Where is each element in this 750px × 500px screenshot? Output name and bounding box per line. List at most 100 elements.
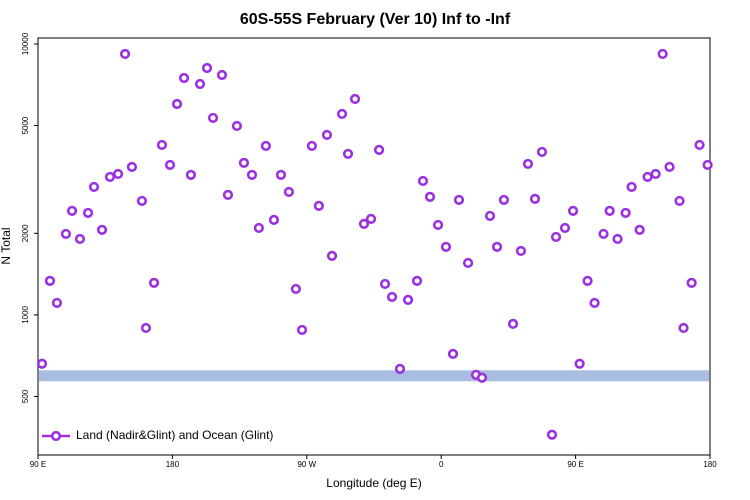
data-point — [342, 148, 354, 160]
x-tick-label: 0 — [439, 460, 444, 469]
data-point — [620, 207, 631, 219]
data-point — [104, 171, 116, 183]
reference-band — [39, 370, 709, 382]
data-point — [296, 324, 308, 336]
data-point — [536, 146, 548, 158]
data-point — [231, 120, 243, 132]
data-point — [386, 291, 398, 303]
y-tick-label: 2000 — [21, 224, 30, 242]
data-point — [626, 181, 637, 193]
data-point — [440, 241, 452, 253]
data-point — [74, 233, 86, 245]
data-point — [559, 222, 571, 234]
legend-label: Land (Nadir&Glint) and Ocean (Glint) — [76, 428, 273, 442]
data-point — [207, 112, 219, 124]
data-point — [112, 168, 124, 180]
y-tick-label: 500 — [21, 389, 30, 403]
data-point — [379, 278, 391, 290]
data-point — [476, 372, 488, 383]
data-point — [156, 139, 168, 151]
data-point — [365, 213, 377, 225]
data-point — [424, 191, 436, 202]
data-point — [44, 275, 56, 286]
data-point — [283, 186, 294, 198]
data-point — [678, 322, 689, 334]
data-point — [260, 140, 271, 152]
data-point — [164, 159, 176, 171]
data-point — [529, 193, 541, 205]
data-point — [598, 228, 609, 240]
y-axis-label: N Total — [0, 227, 13, 264]
data-point — [462, 257, 474, 269]
x-axis-label: Longitude (deg E) — [326, 476, 421, 490]
x-tick-label: 180 — [166, 460, 180, 469]
data-point — [674, 195, 685, 207]
x-tick-label: 90 W — [297, 460, 316, 469]
data-point — [582, 275, 593, 286]
data-point — [321, 129, 333, 141]
data-point — [313, 200, 324, 212]
data-point — [634, 224, 645, 235]
data-point — [60, 228, 72, 240]
data-point — [604, 205, 615, 217]
data-point — [550, 231, 562, 243]
chart-title: 60S-55S February (Ver 10) Inf to -Inf — [240, 11, 511, 28]
data-point — [216, 69, 228, 81]
data-point — [194, 78, 206, 90]
data-point — [36, 358, 48, 369]
y-tick-label: 1000 — [21, 305, 30, 323]
data-point — [702, 159, 713, 171]
data-point — [411, 275, 423, 286]
data-point — [498, 194, 510, 206]
data-point — [507, 318, 519, 329]
data-point — [268, 214, 280, 225]
data-point — [171, 98, 183, 110]
y-tick-label: 5000 — [21, 116, 30, 134]
data-point — [402, 294, 414, 305]
plot-frame — [37, 37, 711, 456]
data-point — [394, 363, 406, 374]
data-point — [126, 161, 138, 173]
data-point — [178, 72, 190, 84]
data-point — [290, 283, 301, 295]
data-point — [567, 205, 579, 217]
data-point — [275, 169, 287, 181]
data-point — [432, 219, 444, 231]
y-tick-label: 10000 — [21, 32, 30, 55]
data-point — [253, 222, 264, 234]
data-point — [336, 108, 348, 120]
data-point — [66, 205, 78, 217]
x-tick-label: 180 — [703, 460, 717, 469]
data-point — [51, 297, 63, 309]
data-point — [522, 158, 534, 170]
data-point — [515, 245, 527, 257]
data-point — [136, 195, 148, 207]
data-point — [453, 194, 465, 206]
data-point — [417, 175, 429, 187]
data-point — [574, 358, 585, 369]
data-point — [546, 429, 558, 440]
data-point — [96, 224, 108, 235]
data-point — [650, 168, 661, 180]
data-point — [484, 210, 496, 222]
data-point — [642, 171, 653, 183]
data-point — [326, 250, 338, 262]
data-point — [349, 93, 361, 105]
data-point — [119, 48, 131, 60]
data-point — [88, 181, 100, 193]
data-point — [358, 218, 370, 230]
data-point — [148, 277, 160, 288]
x-tick-label: 90 E — [567, 460, 583, 469]
data-point — [140, 322, 152, 334]
data-point — [664, 161, 675, 173]
data-point — [185, 169, 197, 181]
data-point — [238, 157, 250, 169]
data-point — [589, 297, 600, 309]
data-point — [246, 169, 258, 181]
data-point — [612, 233, 623, 245]
legend-marker — [50, 430, 62, 442]
data-point — [373, 144, 385, 156]
data-point — [201, 62, 213, 74]
data-point — [222, 189, 234, 200]
